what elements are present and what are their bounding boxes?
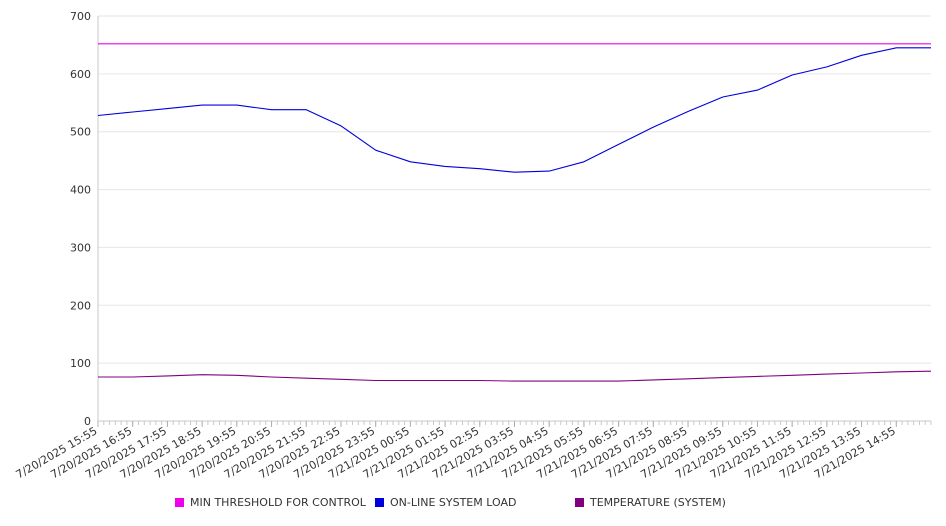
legend-item-min-threshold[interactable]: MIN THRESHOLD FOR CONTROL xyxy=(175,496,366,509)
legend-item-temperature[interactable]: TEMPERATURE (SYSTEM) xyxy=(575,496,726,509)
legend-label: TEMPERATURE (SYSTEM) xyxy=(590,496,726,509)
y-tick-label: 700 xyxy=(70,10,91,23)
y-tick-label: 300 xyxy=(70,241,91,254)
y-tick-label: 100 xyxy=(70,357,91,370)
legend-item-system-load[interactable]: ON-LINE SYSTEM LOAD xyxy=(375,496,516,509)
legend-swatch-system-load xyxy=(375,498,384,507)
legend-swatch-min-threshold xyxy=(175,498,184,507)
y-tick-label: 400 xyxy=(70,184,91,197)
series-line-2 xyxy=(98,370,932,382)
legend: MIN THRESHOLD FOR CONTROL ON-LINE SYSTEM… xyxy=(0,496,946,516)
y-tick-label: 600 xyxy=(70,68,91,81)
legend-label: MIN THRESHOLD FOR CONTROL xyxy=(190,496,366,509)
y-tick-label: 500 xyxy=(70,126,91,139)
legend-label: ON-LINE SYSTEM LOAD xyxy=(390,496,517,509)
y-tick-label: 0 xyxy=(84,415,91,428)
legend-swatch-temperature xyxy=(575,498,584,507)
y-tick-label: 200 xyxy=(70,299,91,312)
series-line-1 xyxy=(97,47,931,173)
